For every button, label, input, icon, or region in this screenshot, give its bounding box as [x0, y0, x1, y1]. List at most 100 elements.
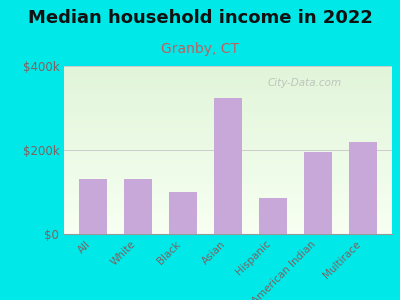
Bar	[64, 130, 392, 131]
Bar	[64, 140, 392, 142]
Bar	[64, 101, 392, 103]
Bar	[64, 232, 392, 234]
Bar	[64, 180, 392, 182]
Bar	[64, 110, 392, 111]
Bar	[64, 170, 392, 172]
Bar	[64, 222, 392, 224]
Bar	[64, 108, 392, 110]
Bar	[64, 152, 392, 153]
Bar	[64, 215, 392, 217]
Text: City-Data.com: City-Data.com	[267, 78, 342, 88]
Bar	[64, 190, 392, 192]
Bar	[64, 111, 392, 113]
Bar	[64, 118, 392, 120]
Bar	[64, 138, 392, 140]
Bar	[64, 165, 392, 167]
Bar	[64, 207, 392, 209]
Bar	[64, 123, 392, 125]
Bar	[64, 182, 392, 184]
Bar	[64, 106, 392, 108]
Bar	[64, 217, 392, 219]
Bar	[64, 131, 392, 133]
Bar	[64, 189, 392, 190]
Bar	[79, 179, 107, 234]
Bar	[64, 103, 392, 105]
Bar	[64, 224, 392, 226]
Bar	[64, 229, 392, 231]
Bar	[64, 155, 392, 157]
Bar	[64, 80, 392, 81]
Bar	[64, 122, 392, 123]
Bar	[64, 66, 392, 68]
Text: Granby, CT: Granby, CT	[161, 42, 239, 56]
Bar	[64, 85, 392, 86]
Bar	[64, 226, 392, 227]
Bar	[64, 93, 392, 94]
Bar	[64, 81, 392, 83]
Bar	[64, 204, 392, 206]
Bar	[64, 105, 392, 106]
Bar	[64, 91, 392, 93]
Bar	[304, 152, 332, 234]
Bar	[169, 192, 197, 234]
Bar	[64, 214, 392, 215]
Bar	[64, 219, 392, 220]
Text: Median household income in 2022: Median household income in 2022	[28, 9, 372, 27]
Bar	[64, 142, 392, 143]
Bar	[64, 116, 392, 118]
Bar	[64, 115, 392, 116]
Bar	[64, 169, 392, 170]
Bar	[64, 120, 392, 122]
Bar	[259, 198, 287, 234]
Bar	[64, 150, 392, 152]
Bar	[64, 177, 392, 178]
Bar	[64, 148, 392, 150]
Bar	[64, 202, 392, 204]
Bar	[64, 187, 392, 189]
Bar	[64, 172, 392, 173]
Bar	[64, 86, 392, 88]
Bar	[64, 200, 392, 202]
Bar	[64, 136, 392, 138]
Bar	[64, 160, 392, 162]
Bar	[64, 113, 392, 115]
Bar	[64, 145, 392, 147]
Bar	[64, 78, 392, 80]
Bar	[64, 88, 392, 89]
Bar	[64, 199, 392, 200]
Bar	[64, 184, 392, 185]
Bar	[64, 227, 392, 229]
Bar	[64, 197, 392, 199]
Bar	[64, 192, 392, 194]
Bar	[64, 94, 392, 96]
Bar	[64, 220, 392, 222]
Bar	[64, 133, 392, 135]
Bar	[64, 175, 392, 177]
Bar	[214, 98, 242, 234]
Bar	[64, 164, 392, 165]
Bar	[64, 125, 392, 127]
Bar	[64, 76, 392, 78]
Bar	[64, 135, 392, 136]
Bar	[64, 185, 392, 187]
Bar	[64, 157, 392, 158]
Bar	[64, 143, 392, 145]
Bar	[64, 167, 392, 169]
Bar	[64, 158, 392, 160]
Bar	[64, 147, 392, 148]
Bar	[64, 153, 392, 155]
Bar	[64, 73, 392, 74]
Bar	[64, 68, 392, 69]
Bar	[64, 100, 392, 101]
Bar	[64, 211, 392, 212]
Bar	[64, 162, 392, 164]
Bar	[64, 98, 392, 100]
Bar	[64, 71, 392, 73]
Bar	[64, 195, 392, 197]
Bar	[64, 69, 392, 71]
Bar	[64, 206, 392, 207]
Bar	[64, 178, 392, 180]
Bar	[64, 83, 392, 85]
Bar	[64, 128, 392, 130]
Bar	[64, 209, 392, 211]
